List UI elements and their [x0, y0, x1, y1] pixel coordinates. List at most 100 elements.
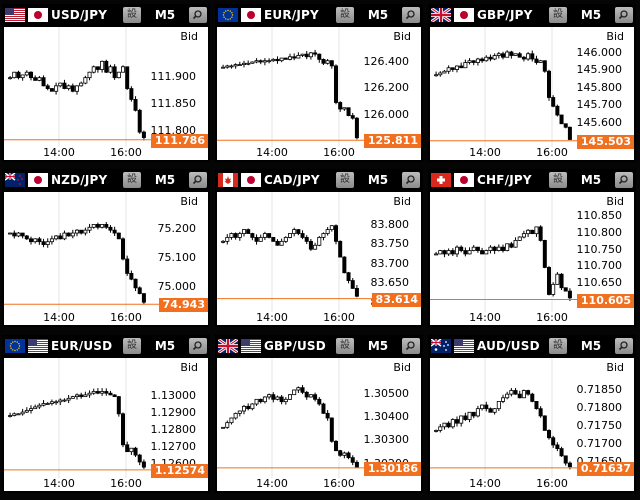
settings-button[interactable]: 設	[336, 172, 354, 188]
candle	[41, 238, 46, 248]
currency-flags	[431, 8, 475, 22]
pair-label[interactable]: GBP/USD	[264, 339, 326, 353]
magnifier-icon	[618, 341, 628, 351]
magnifier-icon	[618, 175, 628, 185]
panel-header: EUR/JPY 設 M5	[215, 4, 423, 26]
pair-label[interactable]: GBP/JPY	[477, 8, 533, 22]
settings-button[interactable]: 設	[549, 338, 567, 354]
settings-button[interactable]: 設	[123, 172, 141, 188]
zoom-button[interactable]	[402, 338, 420, 354]
candle	[521, 230, 526, 239]
candle	[237, 410, 242, 417]
candle	[250, 403, 255, 411]
y-tick-label: 1.30400	[363, 410, 410, 423]
candle	[229, 417, 234, 425]
zoom-button[interactable]	[615, 338, 633, 354]
timeframe-button[interactable]: M5	[154, 8, 176, 22]
ca-flag	[218, 173, 238, 187]
candle	[221, 64, 226, 69]
candle	[438, 423, 443, 433]
zoom-button[interactable]	[189, 338, 207, 354]
timeframe-button[interactable]: M5	[367, 8, 389, 22]
x-tick-label: 14:00	[469, 311, 501, 324]
candlestick-chart[interactable]: Bid 0.718500.718000.717500.717000.716500…	[430, 358, 634, 491]
timeframe-button[interactable]: M5	[580, 339, 602, 353]
pair-label[interactable]: CAD/JPY	[264, 173, 320, 187]
timeframe-button[interactable]: M5	[154, 339, 176, 353]
settings-button[interactable]: 設	[123, 338, 141, 354]
zoom-button[interactable]	[189, 7, 207, 23]
candle	[517, 390, 522, 399]
timeframe-button[interactable]: M5	[367, 173, 389, 187]
zoom-button[interactable]	[402, 172, 420, 188]
bid-label: Bid	[180, 361, 198, 374]
candle	[225, 234, 230, 245]
bid-label: Bid	[606, 195, 624, 208]
timeframe-button[interactable]: M5	[154, 173, 176, 187]
candle	[338, 101, 343, 112]
candle	[279, 57, 284, 63]
candle	[526, 52, 531, 61]
candlestick-chart[interactable]: Bid 111.900 111.850 111.800 111.786 14:00 16:…	[4, 27, 208, 160]
zoom-button[interactable]	[615, 172, 633, 188]
chart-panel-gbp-jpy: GBP/JPY 設 M5 Bid 146.000 145.900 145.800 14…	[428, 4, 636, 162]
candle	[112, 64, 117, 80]
bid-label: Bid	[606, 30, 624, 43]
candle	[16, 231, 21, 238]
settings-button[interactable]: 設	[123, 7, 141, 23]
settings-button[interactable]: 設	[336, 338, 354, 354]
candle	[250, 61, 255, 64]
settings-button[interactable]: 設	[549, 172, 567, 188]
candle	[24, 235, 29, 240]
candle	[442, 249, 447, 258]
zoom-button[interactable]	[189, 172, 207, 188]
candle	[292, 389, 297, 396]
pair-label[interactable]: USD/JPY	[51, 8, 108, 22]
candle	[133, 278, 138, 292]
timeframe-button[interactable]: M5	[580, 8, 602, 22]
candle	[555, 272, 560, 285]
zoom-button[interactable]	[402, 7, 420, 23]
candlestick-chart[interactable]: Bid 110.850 110.800 110.750 110.700 110.650 1…	[430, 192, 634, 325]
timeframe-button[interactable]: M5	[367, 339, 389, 353]
candle	[346, 271, 351, 284]
bid-label: Bid	[393, 30, 411, 43]
pair-label[interactable]: EUR/JPY	[264, 8, 319, 22]
x-tick-label: 14:00	[43, 477, 75, 490]
candle	[112, 226, 117, 237]
candlestick-chart[interactable]: Bid 75.200 75.100 75.000 74.943 14:00 16:00	[4, 192, 208, 325]
candle	[288, 53, 293, 61]
candle	[241, 404, 246, 415]
candlestick-chart[interactable]: Bid 83.80083.75083.70083.65083.60083.614…	[217, 192, 421, 325]
pair-label[interactable]: CHF/JPY	[477, 173, 532, 187]
candle	[54, 82, 59, 95]
candle	[28, 71, 33, 81]
candlestick-chart[interactable]: Bid 146.000 145.900 145.800 145.700 145.600 1…	[430, 27, 634, 160]
candlestick-chart[interactable]: Bid 1.305001.304001.303001.302001.301861…	[217, 358, 421, 491]
candle	[271, 237, 276, 242]
magnifier-icon	[192, 175, 202, 185]
candle	[49, 87, 54, 92]
pair-label[interactable]: EUR/USD	[51, 339, 113, 353]
candle	[434, 251, 439, 256]
candle	[292, 227, 297, 237]
candlestick-chart[interactable]: Bid 126.400 126.200 126.000 125.811 14:00 16:…	[217, 27, 421, 160]
candle	[33, 238, 38, 244]
candle	[296, 229, 301, 236]
x-tick-label: 16:00	[110, 311, 142, 324]
settings-button[interactable]: 設	[549, 7, 567, 23]
pair-label[interactable]: AUD/USD	[477, 339, 540, 353]
timeframe-button[interactable]: M5	[580, 173, 602, 187]
candle	[258, 234, 263, 242]
candle	[317, 53, 322, 63]
candlestick-chart[interactable]: Bid 1.130001.129001.128001.127001.126001…	[4, 358, 208, 491]
candle	[279, 238, 284, 246]
pair-label[interactable]: NZD/JPY	[51, 173, 108, 187]
candle	[505, 50, 510, 58]
chart-panel-aud-usd: AUD/USD 設 M5 Bid 0.71850 0.71800 0.71750 0.…	[428, 335, 636, 493]
settings-button[interactable]: 設	[336, 7, 354, 23]
candle	[49, 399, 54, 406]
zoom-button[interactable]	[615, 7, 633, 23]
x-tick-label: 14:00	[469, 477, 501, 490]
candle	[559, 273, 564, 291]
